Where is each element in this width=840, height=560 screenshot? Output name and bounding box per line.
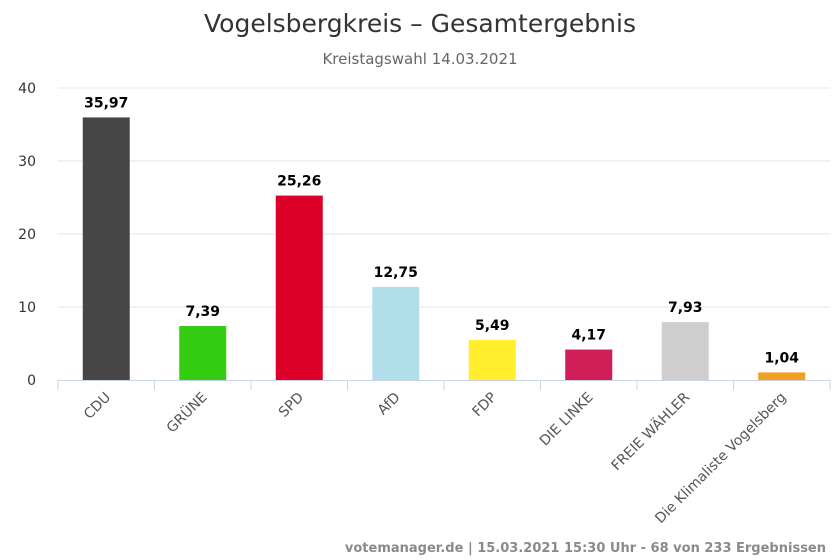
data-label: 7,39: [185, 304, 220, 320]
bar: [179, 326, 227, 380]
x-tick-label: AfD: [375, 390, 404, 419]
x-tick-label: FREIE WÄHLER: [607, 388, 693, 474]
bar: [565, 349, 613, 380]
y-tick-label: 0: [27, 373, 36, 389]
y-tick-label: 30: [18, 154, 36, 170]
x-tick-label: FDP: [469, 390, 500, 421]
y-tick-label: 40: [18, 81, 36, 97]
x-tick-label: CDU: [81, 390, 114, 423]
data-label: 4,17: [571, 328, 606, 344]
y-axis: 0 10 20 30 40: [18, 81, 36, 389]
y-tick-label: 10: [18, 300, 36, 316]
data-label: 1,04: [764, 350, 799, 366]
data-label: 35,97: [84, 95, 128, 111]
data-label: 5,49: [475, 318, 510, 334]
bars: 35,97 7,39 25,26 12,75 5,49 4,17 7,93 1,04: [82, 95, 806, 380]
data-label: 7,93: [668, 300, 703, 316]
bar: [82, 117, 130, 380]
x-tick-label: SPD: [276, 390, 307, 421]
bar: [758, 372, 806, 380]
x-tick-label: GRÜNE: [162, 388, 210, 436]
chart-subtitle: Kreistagswahl 14.03.2021: [322, 50, 517, 68]
bar: [468, 339, 516, 380]
data-label: 12,75: [374, 265, 418, 281]
credits-text[interactable]: votemanager.de | 15.03.2021 15:30 Uhr - …: [345, 541, 826, 556]
y-tick-label: 20: [18, 227, 36, 243]
data-label: 25,26: [277, 174, 321, 190]
x-tick-label: DIE LINKE: [537, 390, 597, 450]
grid-lines: [58, 87, 830, 308]
bar: [661, 322, 709, 380]
bar: [372, 286, 420, 380]
x-axis: CDU GRÜNE SPD AfD FDP DIE LINKE FREIE WÄHLERDi…: [57, 380, 831, 527]
chart-title: Vogelsbergkreis – Gesamtergebnis: [204, 9, 636, 38]
bar: [275, 195, 323, 380]
